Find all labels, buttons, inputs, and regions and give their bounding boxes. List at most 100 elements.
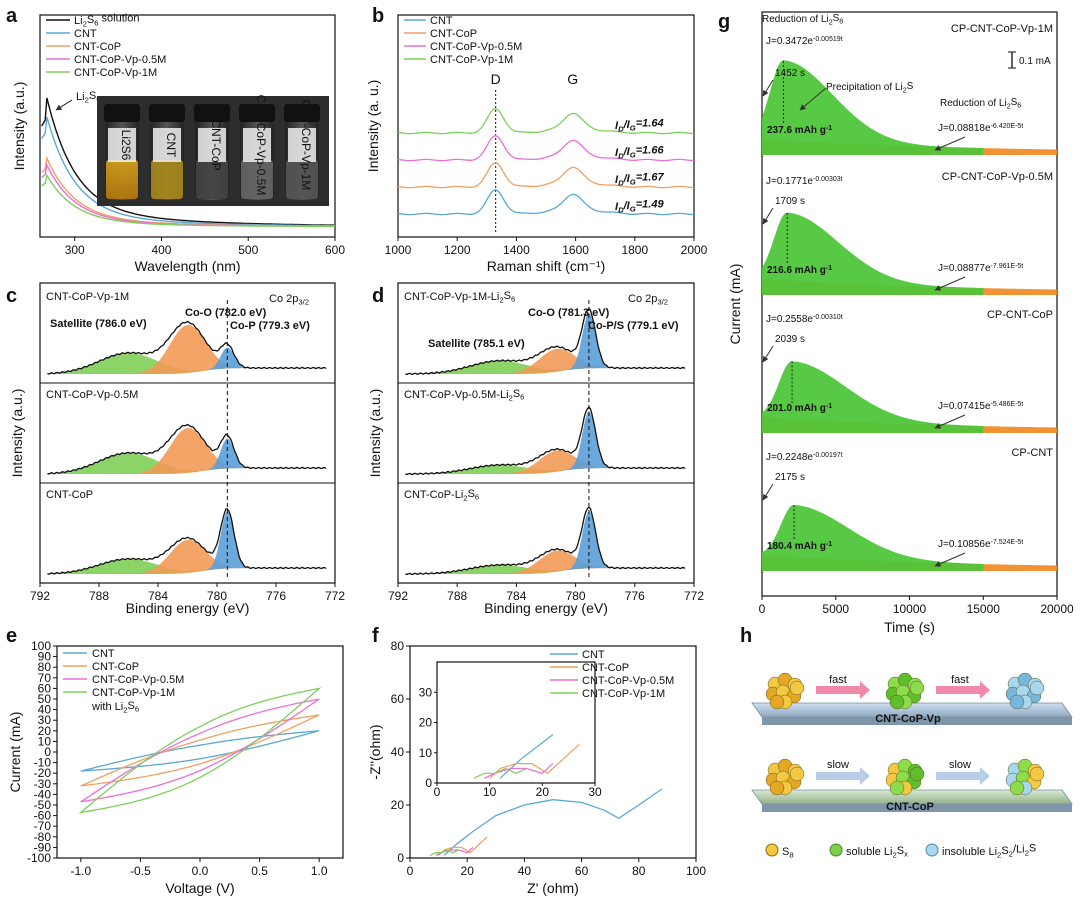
- legend-entry: CNT: [582, 649, 605, 661]
- y-tick-label: -10: [34, 756, 52, 770]
- vial-label: Li2S6: [119, 130, 133, 161]
- legend-entry: CNT-CoP: [92, 661, 139, 673]
- xps-envelope: [47, 423, 327, 475]
- text-part: 2: [463, 494, 467, 503]
- co-o-label: Co-O (781.3 eV): [528, 307, 610, 319]
- x-tick-label: 30: [588, 785, 602, 799]
- text-part: x: [904, 850, 908, 859]
- co-o-peak: [405, 348, 687, 374]
- y-tick-label: 30: [419, 685, 433, 699]
- text-part: Co 2p: [269, 293, 298, 305]
- vial-label: CNT-CoP-Vp-1M: [299, 100, 313, 191]
- text-part: 2: [1025, 848, 1029, 857]
- eis-curve-3: [429, 849, 459, 856]
- xps-sample-label: CNT-CoP-Vp-1M: [46, 291, 129, 303]
- li2sx-cluster-top: [885, 672, 925, 710]
- text-part: S: [833, 13, 840, 24]
- co-p-label: Co-P (779.3 eV): [230, 320, 310, 332]
- text-part: Reduction of Li: [762, 14, 829, 25]
- text-part: -5.486E-5t: [991, 401, 1024, 408]
- y-tick-label: -40: [34, 787, 52, 801]
- reduction-li2s6-label: Reduction of Li2S6: [940, 97, 1021, 111]
- fit-arrow: [934, 552, 966, 567]
- text-part: S: [89, 90, 96, 102]
- text-part: -0.00519t: [813, 36, 843, 43]
- co-2p-label: Co 2p3/2: [628, 293, 668, 307]
- electrode-name: CP-CNT-CoP: [987, 309, 1053, 321]
- x-tick-label: 0: [759, 602, 766, 616]
- panel-letter-e: e: [6, 625, 17, 647]
- uv-curve-4: [41, 173, 335, 228]
- particle: [889, 780, 905, 796]
- panel-letter-f: f: [372, 625, 379, 647]
- li2s-precipitation-area: [762, 361, 984, 433]
- vial-cap: [194, 104, 230, 122]
- slow-label-1: slow: [827, 759, 849, 771]
- vial-liquid: [286, 160, 318, 199]
- y-tick-label: -60: [34, 809, 52, 823]
- fast-arrow-2: [936, 681, 990, 699]
- time-arrow: [762, 79, 774, 97]
- text-part: /I: [623, 146, 631, 158]
- text-part: G: [630, 178, 636, 187]
- vial-liquid: [106, 160, 138, 199]
- x-tick-label: 0.0: [192, 864, 209, 878]
- text-part: /I: [623, 173, 631, 185]
- satellite-peak: [405, 465, 687, 474]
- panel-e-cv-chart: -1.0 -0.5 0.0 0.5 1.0-100-90-80-70-60-50-40-…: [7, 639, 344, 896]
- li2s6-annotation: Li2S6: [76, 90, 100, 105]
- panel-c-xlabel: Binding energy (eV): [126, 600, 250, 616]
- text-part: 3/2: [657, 298, 668, 307]
- y-tick-label: 0: [425, 776, 432, 790]
- fit-arrow: [934, 276, 966, 291]
- panel-f-ylabel: -Z''(ohm): [367, 724, 383, 779]
- y-tick-label: 50: [38, 692, 52, 706]
- vial-label: CNT-CoP: [209, 119, 223, 170]
- text-part: 3/2: [298, 298, 309, 307]
- y-tick-label: -80: [34, 830, 52, 844]
- y-tick-label: 10: [419, 746, 433, 760]
- x-tick-label: 600: [325, 243, 345, 257]
- text-part: /I: [623, 119, 631, 131]
- panel-c-axes: [39, 282, 336, 584]
- j1-fit-equation: J=0.3472e-0.00519t: [766, 36, 843, 47]
- fit-arrow: [934, 136, 966, 151]
- particle: [789, 766, 805, 782]
- fast-label-1: fast: [829, 674, 847, 686]
- x-tick-label: 20: [461, 864, 475, 878]
- co-2p-label: Co 2p3/2: [269, 293, 309, 307]
- panel-d-xlabel: Binding energy (eV): [484, 600, 608, 616]
- x-tick-label: 100: [686, 864, 706, 878]
- j2-fit-equation: J=0.08818e-6.420E-5t: [938, 123, 1023, 134]
- x-tick-label: 0: [407, 864, 414, 878]
- text-part: -0.00197t: [813, 452, 843, 459]
- text-part: 201.0 mAh g: [767, 403, 826, 414]
- text-part: I: [615, 201, 619, 213]
- vial-cap: [104, 104, 140, 122]
- li2s-precipitation-area: [762, 212, 984, 295]
- text-part: Co 2p: [628, 293, 657, 305]
- peak-time-label: 2039 s: [775, 334, 805, 345]
- text-part: S: [1011, 97, 1018, 108]
- text-part: -1: [826, 403, 832, 410]
- text-part: D: [618, 152, 624, 161]
- x-tick-label: 0: [434, 785, 441, 799]
- y-tick-label: 30: [38, 713, 52, 727]
- vial-label-sticker: [243, 128, 271, 162]
- legend-entry: CNT-CoP-Vp-1M: [582, 688, 665, 700]
- text-part: J=0.1771e: [766, 176, 813, 187]
- y-tick-label: -20: [34, 766, 52, 780]
- text-part: S: [468, 488, 475, 500]
- x-tick-label: 788: [89, 589, 109, 603]
- x-tick-label: 776: [625, 589, 645, 603]
- x-tick-label: 792: [30, 589, 50, 603]
- slow-label-2: slow: [949, 759, 971, 771]
- text-part: 6: [135, 705, 139, 714]
- text-part: 8: [789, 851, 793, 860]
- x-tick-label: 40: [518, 864, 532, 878]
- text-part: CNT-CoP-Vp-0.5M: [46, 389, 138, 401]
- x-tick-label: -0.5: [130, 864, 151, 878]
- electrode-name: CP-CNT-CoP-Vp-1M: [951, 23, 1053, 35]
- legend-entry: CNT-CoP-Vp-0.5M: [582, 675, 674, 687]
